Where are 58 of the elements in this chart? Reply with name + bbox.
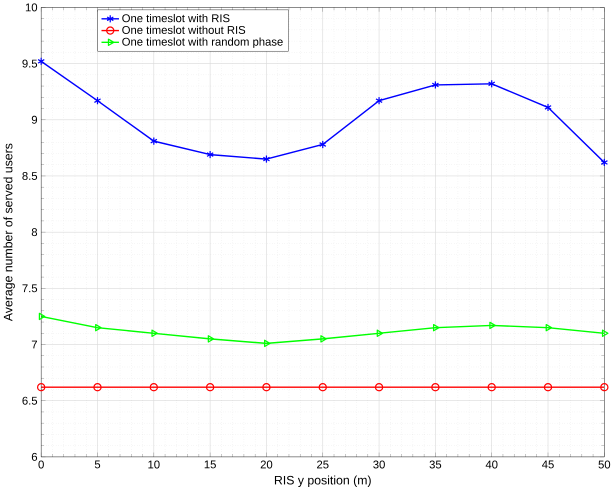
point bbox=[94, 96, 102, 105]
x-tick-label: 15 bbox=[204, 460, 216, 468]
point bbox=[544, 382, 552, 392]
x-tick-label: 45 bbox=[542, 460, 554, 468]
point bbox=[374, 382, 384, 392]
point bbox=[432, 80, 440, 89]
legend-label: One timeslot without RIS bbox=[122, 26, 246, 34]
legend-label: One timeslot with random phase bbox=[122, 37, 283, 48]
point bbox=[264, 339, 271, 347]
point bbox=[262, 154, 270, 164]
y-tick-label: 8 bbox=[32, 228, 38, 236]
x-tick-label: 50 bbox=[598, 460, 610, 468]
x-tick-label: 10 bbox=[148, 460, 160, 468]
y-tick-label: 8.5 bbox=[22, 172, 38, 180]
point bbox=[208, 334, 214, 342]
point bbox=[546, 324, 552, 332]
point bbox=[544, 103, 552, 112]
x-tick-label: 40 bbox=[486, 460, 498, 468]
point bbox=[432, 324, 440, 332]
point bbox=[320, 334, 327, 342]
y-tick-label: 6.5 bbox=[22, 396, 38, 405]
y-axis-title: Average number of served users bbox=[3, 143, 15, 321]
point bbox=[262, 382, 271, 392]
point bbox=[488, 79, 496, 88]
point bbox=[36, 382, 46, 392]
x-tick-label: 30 bbox=[373, 460, 385, 468]
y-tick-label: 9 bbox=[32, 116, 38, 124]
point bbox=[37, 56, 45, 66]
point bbox=[95, 324, 102, 332]
x-tick-label: 5 bbox=[94, 460, 100, 468]
point bbox=[206, 382, 214, 392]
y-tick-label: 7 bbox=[32, 340, 37, 348]
x-tick-label: 20 bbox=[260, 460, 272, 468]
point bbox=[206, 150, 214, 159]
point bbox=[489, 322, 496, 329]
legend-label: One timeslot with RIS bbox=[122, 14, 230, 22]
x-tick-label: 25 bbox=[317, 460, 329, 468]
point bbox=[150, 136, 158, 146]
point bbox=[38, 312, 46, 320]
y-tick-label: 6 bbox=[32, 452, 38, 461]
point bbox=[319, 140, 326, 148]
point bbox=[431, 382, 440, 392]
x-axis-title: RIS y position (m) bbox=[274, 475, 371, 487]
point bbox=[93, 382, 102, 392]
point bbox=[375, 96, 383, 105]
y-tick-label: 7.5 bbox=[22, 284, 38, 292]
point bbox=[488, 382, 496, 392]
x-tick-label: 0 bbox=[38, 460, 44, 468]
point bbox=[600, 382, 609, 392]
y-tick-label: 10 bbox=[26, 3, 38, 12]
point bbox=[150, 382, 158, 392]
point bbox=[602, 329, 609, 337]
point bbox=[376, 329, 384, 337]
y-tick-label: 9.5 bbox=[22, 59, 38, 68]
x-tick-label: 35 bbox=[430, 460, 442, 468]
point bbox=[600, 158, 608, 166]
point bbox=[151, 329, 158, 337]
point bbox=[318, 382, 327, 392]
